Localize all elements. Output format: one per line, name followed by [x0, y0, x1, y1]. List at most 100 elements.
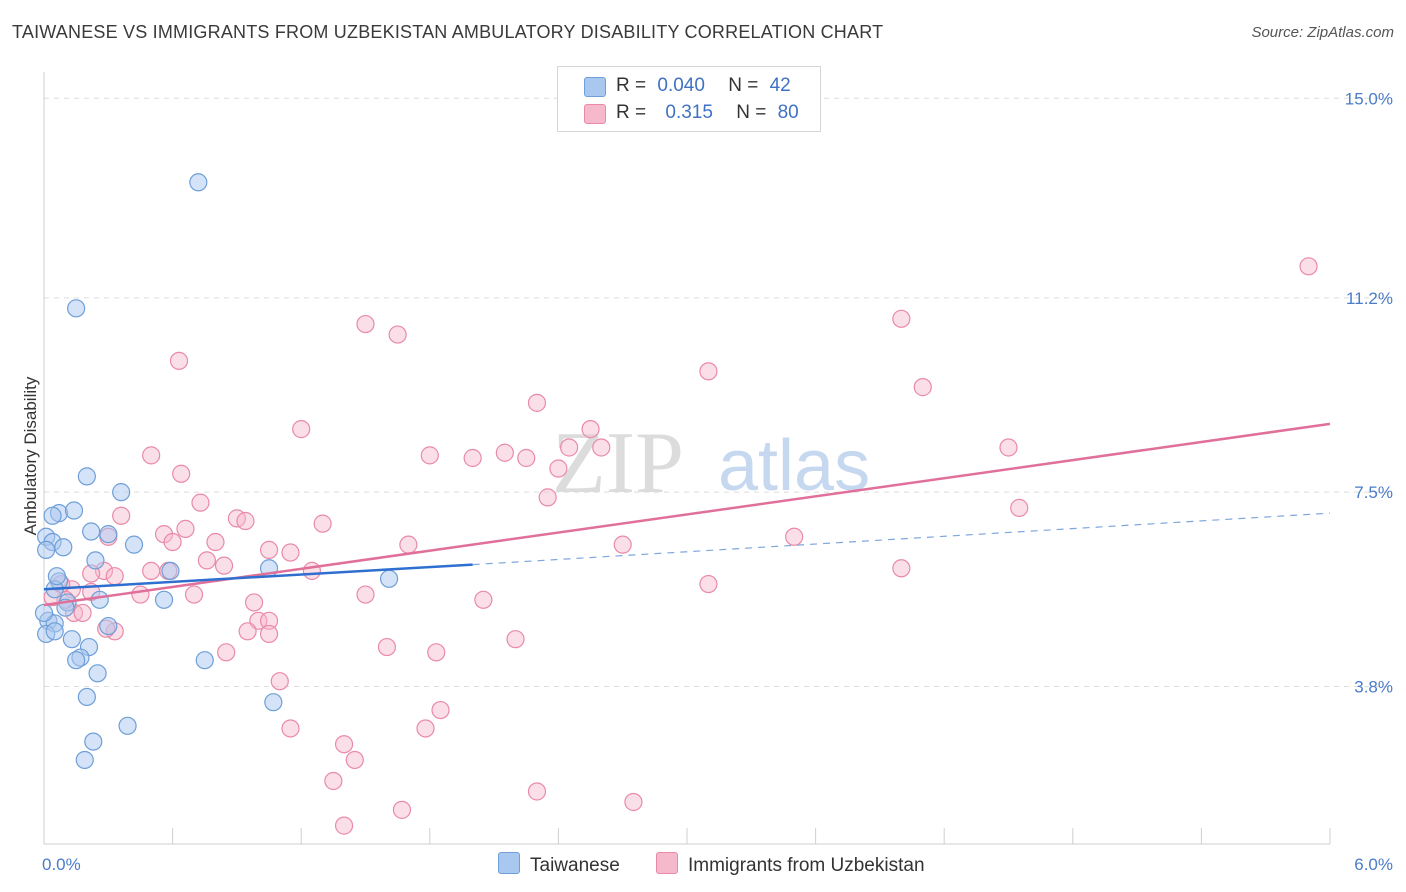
taiwanese-trend-extension — [472, 512, 1331, 566]
taiwanese-point — [189, 173, 208, 192]
taiwanese-point — [154, 590, 174, 609]
uzbekistan-point — [176, 519, 195, 538]
bottom-legend-uzbekistan: Immigrants from Uzbekistan — [656, 852, 925, 877]
y-tick-label: 3.8% — [1354, 677, 1393, 696]
uzbekistan-point — [236, 511, 255, 531]
uzbekistan-point — [527, 393, 547, 412]
uzbekistan-point — [214, 556, 234, 575]
uzbekistan-point — [538, 488, 557, 507]
uzbekistan-point — [292, 420, 311, 439]
uzbekistan-point — [1010, 498, 1029, 517]
uzbekistan-point — [560, 438, 579, 457]
bottom-legend-taiwanese: Taiwanese — [498, 852, 620, 877]
legend-r-value: 0.040 — [657, 75, 705, 96]
uzbekistan-point — [131, 585, 150, 604]
uzbekistan-point — [112, 506, 131, 525]
taiwanese-point — [43, 506, 62, 525]
uzbekistan-point — [270, 672, 289, 691]
taiwanese-point — [67, 651, 86, 670]
bottom-legend-swatch-pink — [656, 852, 678, 874]
watermark-atlas: atlas — [718, 426, 870, 506]
taiwanese-point — [264, 693, 283, 712]
legend-n-value: 80 — [777, 102, 799, 123]
uzbekistan-point — [463, 448, 482, 468]
uzbekistan-point — [495, 443, 514, 462]
uzbekistan-point — [913, 378, 932, 397]
uzbekistan-point — [999, 438, 1018, 457]
series-taiwanese-points — [34, 173, 399, 770]
trend-lines — [43, 422, 1331, 607]
uzbekistan-point — [377, 637, 397, 657]
taiwanese-point — [88, 664, 107, 683]
legend-r-label: R = — [616, 102, 647, 123]
uzbekistan-point — [163, 532, 182, 552]
taiwanese-point — [161, 561, 180, 581]
uzbekistan-point — [244, 593, 264, 612]
bottom-legend-label: Immigrants from Uzbekistan — [688, 855, 925, 876]
chart-title: TAIWANESE VS IMMIGRANTS FROM UZBEKISTAN … — [12, 22, 884, 42]
bottom-legend-label: Taiwanese — [530, 855, 620, 876]
taiwanese-point — [45, 622, 64, 641]
uzbekistan-point — [191, 493, 210, 512]
taiwanese-point — [34, 603, 54, 623]
taiwanese-point — [99, 525, 118, 544]
uzbekistan-point — [259, 624, 279, 644]
taiwanese-point — [75, 750, 94, 770]
legend-swatch-pink — [584, 104, 606, 124]
uzbekistan-point — [431, 700, 450, 720]
series-uzbekistan-points — [43, 257, 1318, 835]
uzbekistan-point — [420, 446, 439, 465]
uzbekistan-point — [592, 438, 611, 457]
y-tick-label: 7.5% — [1354, 483, 1393, 502]
uzbekistan-point — [527, 782, 547, 801]
taiwanese-point — [90, 590, 109, 609]
legend-r-value: 0.315 — [665, 102, 713, 123]
uzbekistan-point — [184, 585, 204, 604]
uzbekistan-trend-line — [43, 422, 1331, 607]
uzbekistan-point — [427, 643, 446, 662]
uzbekistan-point — [1299, 257, 1318, 276]
uzbekistan-point — [517, 448, 536, 468]
taiwanese-point — [124, 535, 144, 554]
uzbekistan-point — [105, 567, 124, 586]
taiwanese-point — [54, 538, 73, 557]
uzbekistan-point — [399, 535, 418, 554]
uzbekistan-point — [699, 362, 718, 381]
y-tick-label: 15.0% — [1345, 89, 1393, 108]
taiwanese-point — [112, 483, 131, 502]
uzbekistan-point — [549, 459, 568, 478]
y-axis-label: Ambulatory Disability — [21, 376, 40, 535]
uzbekistan-point — [892, 559, 911, 578]
uzbekistan-point — [197, 551, 216, 570]
taiwanese-trend-line — [43, 563, 473, 591]
uzbekistan-point — [259, 540, 279, 560]
uzbekistan-point — [238, 622, 257, 641]
uzbekistan-point — [506, 630, 525, 649]
uzbekistan-point — [73, 603, 92, 623]
bottom-legend-swatch-blue — [498, 852, 520, 874]
uzbekistan-point — [416, 719, 435, 738]
uzbekistan-point — [345, 750, 364, 770]
uzbekistan-point — [281, 543, 300, 562]
uzbekistan-point — [169, 351, 189, 370]
uzbekistan-point — [581, 420, 600, 439]
taiwanese-point — [77, 687, 96, 707]
taiwanese-point — [62, 630, 81, 649]
taiwanese-point — [37, 540, 56, 560]
uzbekistan-point — [699, 574, 718, 594]
grid-lines — [44, 97, 1392, 687]
uzbekistan-point — [392, 800, 412, 819]
x-tick-label: 6.0% — [1354, 855, 1393, 874]
uzbekistan-point — [356, 314, 375, 334]
uzbekistan-point — [217, 643, 236, 662]
uzbekistan-point — [613, 535, 632, 554]
watermark-zip: ZIP — [552, 415, 684, 512]
uzbekistan-point — [892, 309, 911, 328]
y-tick-label: 11.2% — [1346, 289, 1393, 308]
uzbekistan-point — [334, 816, 354, 835]
taiwanese-point — [86, 551, 105, 570]
taiwanese-point — [118, 716, 137, 735]
uzbekistan-point — [334, 735, 354, 754]
taiwanese-point — [379, 569, 399, 588]
